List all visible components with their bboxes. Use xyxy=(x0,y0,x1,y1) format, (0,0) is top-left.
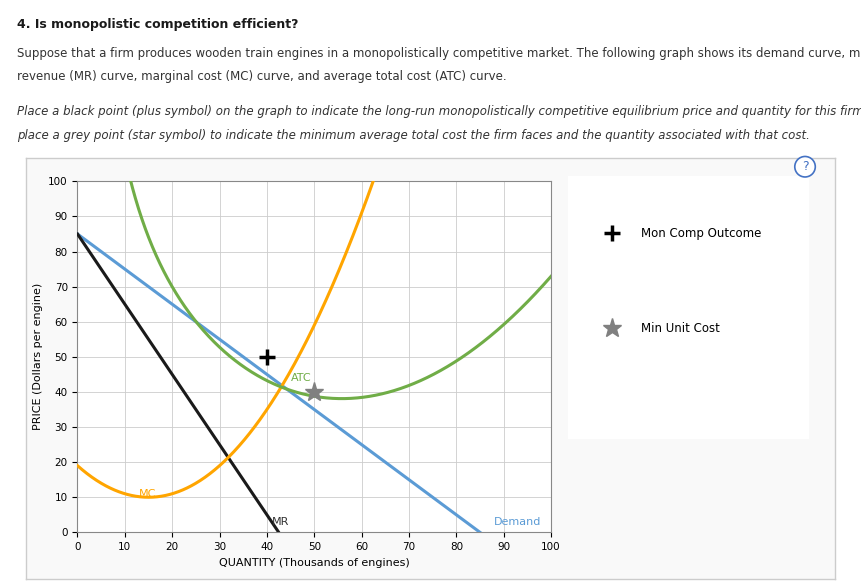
Text: ?: ? xyxy=(802,160,808,173)
Text: revenue (MR) curve, marginal cost (MC) curve, and average total cost (ATC) curve: revenue (MR) curve, marginal cost (MC) c… xyxy=(17,70,507,83)
Text: Min Unit Cost: Min Unit Cost xyxy=(641,322,720,335)
Text: 4. Is monopolistic competition efficient?: 4. Is monopolistic competition efficient… xyxy=(17,18,299,30)
Text: ATC: ATC xyxy=(290,373,311,383)
Text: Place a black point (plus symbol) on the graph to indicate the long-run monopoli: Place a black point (plus symbol) on the… xyxy=(17,105,861,118)
Text: Suppose that a firm produces wooden train engines in a monopolistically competit: Suppose that a firm produces wooden trai… xyxy=(17,47,861,60)
Text: place a grey point (star symbol) to indicate the minimum average total cost the : place a grey point (star symbol) to indi… xyxy=(17,129,810,142)
X-axis label: QUANTITY (Thousands of engines): QUANTITY (Thousands of engines) xyxy=(219,558,410,567)
Text: MC: MC xyxy=(139,489,157,499)
Text: Demand: Demand xyxy=(494,517,542,527)
Text: MR: MR xyxy=(271,517,289,527)
Text: Mon Comp Outcome: Mon Comp Outcome xyxy=(641,227,761,240)
Y-axis label: PRICE (Dollars per engine): PRICE (Dollars per engine) xyxy=(33,283,42,431)
